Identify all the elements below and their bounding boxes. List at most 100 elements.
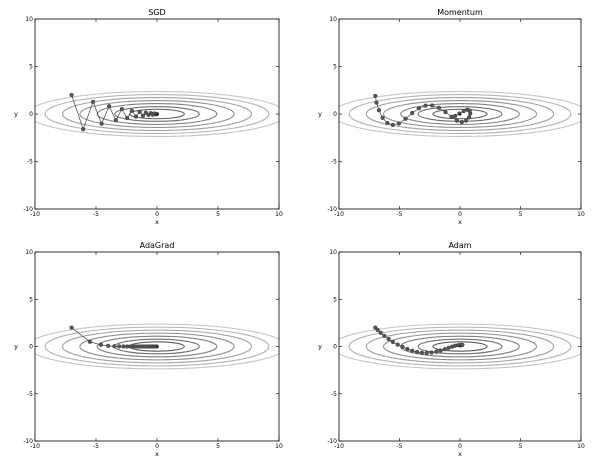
contour-line [114, 106, 200, 122]
contour-line [61, 329, 253, 364]
path-point [410, 348, 415, 353]
path-point [87, 339, 92, 344]
path-point [154, 344, 159, 349]
subplot-adagrad: + -10 -5 0 5 10 10 5 0 -5 -10 x y AdaGrad [14, 241, 283, 458]
x-axis-label: x [155, 450, 159, 458]
path-point [446, 345, 451, 350]
path-point [442, 347, 447, 352]
contour-line [365, 96, 555, 132]
x-tick-label: 10 [275, 443, 283, 450]
x-tick-label: -5 [397, 443, 403, 450]
contour-line [339, 90, 581, 138]
path-point [405, 346, 410, 352]
contour-line [348, 93, 572, 135]
x-tick-label: 0 [458, 443, 462, 450]
path-point [400, 344, 405, 350]
path-point [133, 114, 139, 119]
path-point [113, 118, 118, 123]
path-point [414, 349, 420, 355]
path-point [99, 121, 104, 126]
contour-line [44, 93, 270, 135]
path-point [454, 118, 460, 123]
path-point [396, 121, 401, 126]
contour-line [339, 323, 581, 370]
y-tick-label: 0 [333, 111, 337, 118]
path-point [457, 111, 462, 116]
contour-line [96, 103, 218, 125]
contour-line [79, 100, 235, 128]
path-point [386, 336, 391, 342]
path-point [382, 333, 387, 339]
y-tick-label: 5 [29, 296, 33, 303]
subplot-title: AdaGrad [140, 241, 175, 250]
path-point [106, 343, 111, 348]
contour-line [96, 335, 218, 358]
contour-line [35, 323, 279, 370]
path-point [69, 325, 74, 330]
path-point [463, 118, 469, 123]
x-tick-label: -10 [30, 443, 40, 450]
path-point [436, 105, 441, 110]
minimum-marker: + [458, 112, 462, 118]
contour-line [432, 108, 488, 120]
path-point [125, 115, 130, 121]
y-tick-label: -5 [27, 391, 33, 398]
y-tick-label: 0 [29, 344, 33, 351]
x-tick-label: 5 [216, 443, 220, 450]
y-tick-label: -5 [331, 159, 337, 166]
path-point [410, 110, 415, 116]
path-point [376, 108, 382, 113]
path-point [154, 111, 160, 117]
path-point [449, 114, 454, 119]
path-point [465, 107, 470, 112]
path-point [375, 327, 380, 333]
contour-line [44, 326, 270, 367]
subplot-adam: + -10 -5 0 5 10 10 5 0 -5 -10 x y Adam [318, 241, 585, 458]
contour-line [61, 96, 253, 132]
y-tick-label: 5 [29, 64, 33, 71]
y-axis-label: y [14, 110, 18, 118]
y-tick-label: 0 [29, 111, 33, 118]
subplot-title: Adam [448, 241, 471, 250]
y-tick-label: -5 [27, 159, 33, 166]
x-tick-label: -10 [334, 211, 344, 218]
y-tick-label: 10 [329, 249, 337, 256]
y-tick-label: 10 [25, 16, 33, 23]
subplot-title: Momentum [437, 8, 483, 17]
path-point [403, 116, 408, 121]
path-point [424, 350, 429, 356]
path-point [121, 344, 126, 349]
subplot-sgd: + -10 -5 0 5 10 10 5 0 -5 -10 x y SGD [14, 8, 283, 226]
x-tick-label: 10 [577, 211, 585, 218]
path-point [429, 350, 434, 355]
x-tick-label: 0 [458, 211, 462, 218]
path-point [143, 110, 148, 115]
path-point [423, 103, 428, 108]
x-tick-label: 5 [216, 211, 220, 218]
minimum-marker: + [458, 345, 462, 351]
path-point [461, 109, 466, 114]
x-tick-label: -5 [93, 443, 99, 450]
x-tick-label: -5 [93, 211, 99, 218]
path-point [378, 330, 383, 335]
path-point [460, 342, 465, 347]
plot-area: + [35, 90, 279, 138]
plot-area: + [339, 323, 581, 370]
path-point [430, 103, 435, 108]
path-point [380, 115, 385, 120]
x-tick-label: 0 [155, 211, 159, 218]
x-axis-label: x [155, 218, 159, 226]
minimum-marker: + [155, 112, 159, 118]
path-point [453, 113, 458, 118]
path-point [81, 127, 86, 132]
x-tick-label: 5 [519, 443, 523, 450]
x-tick-label: 10 [275, 211, 283, 218]
path-point [419, 350, 424, 355]
y-axis-label: y [318, 110, 322, 118]
path-point [129, 108, 134, 113]
path-point [395, 342, 400, 347]
x-axis-label: x [458, 450, 462, 458]
contour-line [365, 329, 555, 364]
path-point [107, 104, 112, 109]
